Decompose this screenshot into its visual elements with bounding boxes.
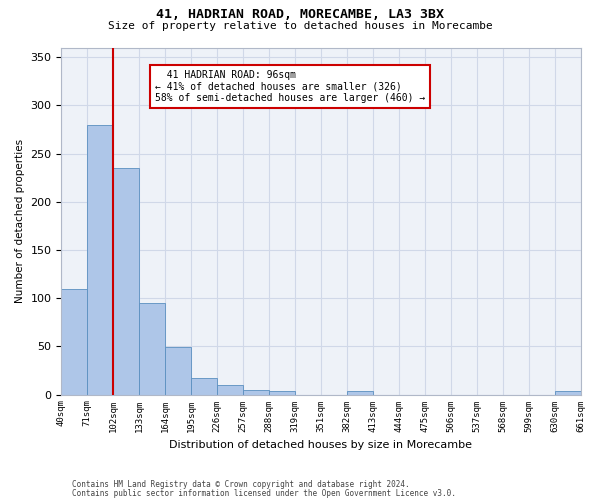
Text: Contains HM Land Registry data © Crown copyright and database right 2024.: Contains HM Land Registry data © Crown c… bbox=[72, 480, 410, 489]
Bar bbox=[347, 390, 373, 394]
Bar bbox=[217, 385, 243, 394]
Bar bbox=[139, 303, 165, 394]
Bar bbox=[165, 348, 191, 395]
Text: Size of property relative to detached houses in Morecambe: Size of property relative to detached ho… bbox=[107, 21, 493, 31]
Text: 41, HADRIAN ROAD, MORECAMBE, LA3 3BX: 41, HADRIAN ROAD, MORECAMBE, LA3 3BX bbox=[156, 8, 444, 20]
Bar bbox=[191, 378, 217, 394]
Bar bbox=[61, 288, 88, 395]
Bar bbox=[269, 390, 295, 394]
Text: Contains public sector information licensed under the Open Government Licence v3: Contains public sector information licen… bbox=[72, 489, 456, 498]
X-axis label: Distribution of detached houses by size in Morecambe: Distribution of detached houses by size … bbox=[169, 440, 472, 450]
Y-axis label: Number of detached properties: Number of detached properties bbox=[15, 139, 25, 303]
Bar bbox=[554, 390, 581, 394]
Text: 41 HADRIAN ROAD: 96sqm
← 41% of detached houses are smaller (326)
58% of semi-de: 41 HADRIAN ROAD: 96sqm ← 41% of detached… bbox=[155, 70, 425, 103]
Bar bbox=[113, 168, 139, 394]
Bar bbox=[243, 390, 269, 394]
Bar bbox=[88, 124, 113, 394]
